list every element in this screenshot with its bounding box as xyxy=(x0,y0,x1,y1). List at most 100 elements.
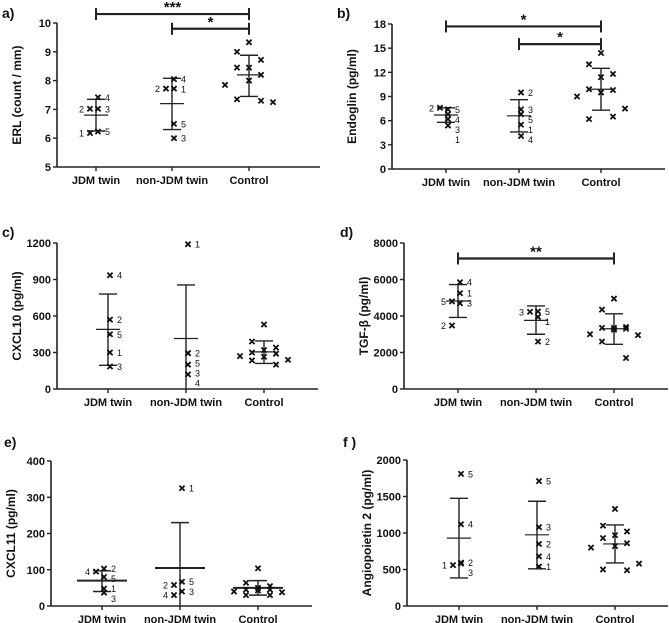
data-point xyxy=(610,324,618,332)
data-point xyxy=(100,573,108,581)
point-label: 4 xyxy=(117,271,122,281)
data-point xyxy=(260,346,268,354)
point-label: 1 xyxy=(189,484,194,494)
data-point xyxy=(436,104,444,112)
x-tick-label: Control xyxy=(244,397,283,409)
data-point xyxy=(535,563,543,570)
data-point xyxy=(598,306,606,313)
data-point xyxy=(587,544,595,551)
point-label: 5 xyxy=(528,115,533,125)
x-tick-label: non-JDM twin xyxy=(136,175,208,187)
data-point xyxy=(597,49,605,57)
data-point xyxy=(444,122,452,129)
point-label: 2 xyxy=(441,321,446,331)
point-label: 3 xyxy=(181,134,186,144)
point-label: 5 xyxy=(189,577,194,587)
y-axis-label: ERL (count / mm) xyxy=(10,45,24,144)
significance-label: ** xyxy=(530,244,542,261)
y-tick-label: 7 xyxy=(45,104,51,116)
significance-label: *** xyxy=(164,0,182,16)
y-tick-label: 4000 xyxy=(374,311,398,323)
point-label: 5 xyxy=(111,574,116,584)
x-tick-label: JDM twin xyxy=(72,175,121,187)
y-tick-label: 300 xyxy=(33,348,51,360)
data-point xyxy=(456,299,464,307)
data-point xyxy=(106,363,114,370)
point-label: 4 xyxy=(467,278,472,288)
point-label: 3 xyxy=(528,105,533,115)
y-tick-label: 10 xyxy=(39,18,51,30)
data-point xyxy=(184,371,192,378)
data-point xyxy=(278,588,286,596)
data-point xyxy=(517,121,525,128)
y-tick-label: 6000 xyxy=(374,275,398,287)
data-point xyxy=(170,134,178,142)
point-label: 4 xyxy=(528,135,533,145)
point-label: 2 xyxy=(195,349,200,359)
data-point xyxy=(611,542,619,550)
point-label: 2 xyxy=(117,315,122,325)
y-tick-label: 300 xyxy=(27,492,45,504)
data-point xyxy=(610,295,618,302)
panel-label: d) xyxy=(340,224,353,240)
data-point xyxy=(597,73,605,81)
x-tick-label: non-JDM twin xyxy=(150,397,222,409)
data-point xyxy=(585,115,593,123)
y-tick-label: 900 xyxy=(33,275,51,287)
point-label: 5 xyxy=(545,307,550,317)
x-tick-label: JDM twin xyxy=(84,397,133,409)
data-point xyxy=(94,105,102,113)
data-point xyxy=(599,534,607,542)
y-axis-label: CXCL11 (pg/ml) xyxy=(4,489,18,578)
data-point xyxy=(517,106,525,113)
data-point xyxy=(184,240,192,248)
data-point xyxy=(106,272,114,279)
y-tick-label: 12 xyxy=(374,67,386,79)
point-label: 4 xyxy=(468,520,473,530)
data-point xyxy=(586,331,594,338)
data-point xyxy=(621,105,629,112)
x-tick-label: Control xyxy=(229,175,268,187)
point-label: 2 xyxy=(155,84,160,94)
point-label: 4 xyxy=(546,552,551,562)
x-tick-label: Control xyxy=(595,614,634,623)
point-label: 1 xyxy=(117,348,122,358)
x-tick-label: Control xyxy=(238,614,277,623)
data-point xyxy=(245,77,253,84)
y-tick-label: 5 xyxy=(45,162,51,174)
point-label: 2 xyxy=(111,564,116,574)
data-point xyxy=(517,132,525,140)
data-point xyxy=(170,581,178,589)
x-tick-label: JDM twin xyxy=(422,177,471,189)
point-label: 3 xyxy=(189,587,194,597)
point-label: 1 xyxy=(455,135,460,145)
data-point xyxy=(230,588,238,595)
x-tick-label: non-JDM twin xyxy=(483,177,555,189)
data-point xyxy=(534,313,542,321)
significance-label: * xyxy=(557,29,563,46)
point-label: 1 xyxy=(442,561,447,571)
panel-label: e) xyxy=(4,434,16,450)
data-point xyxy=(272,344,280,351)
data-point xyxy=(106,331,114,338)
y-tick-label: 200 xyxy=(27,529,45,541)
y-tick-label: 1000 xyxy=(377,528,401,540)
y-tick-label: 100 xyxy=(27,565,45,577)
y-tick-label: 9 xyxy=(45,47,51,59)
point-label: 5 xyxy=(546,477,551,487)
data-point xyxy=(449,561,457,569)
data-point xyxy=(178,578,186,585)
data-point xyxy=(609,70,617,78)
point-label: 4 xyxy=(163,591,168,601)
data-point xyxy=(599,566,607,573)
x-tick-label: Control xyxy=(594,397,633,409)
data-point xyxy=(456,289,464,297)
y-tick-label: 500 xyxy=(383,565,401,577)
y-tick-label: 8 xyxy=(45,76,51,88)
data-point xyxy=(457,521,465,528)
x-tick-label: non-JDM twin xyxy=(500,397,572,409)
data-point xyxy=(517,89,525,96)
data-point xyxy=(184,361,192,368)
significance-label: * xyxy=(521,11,527,28)
y-tick-label: 8000 xyxy=(374,238,398,250)
